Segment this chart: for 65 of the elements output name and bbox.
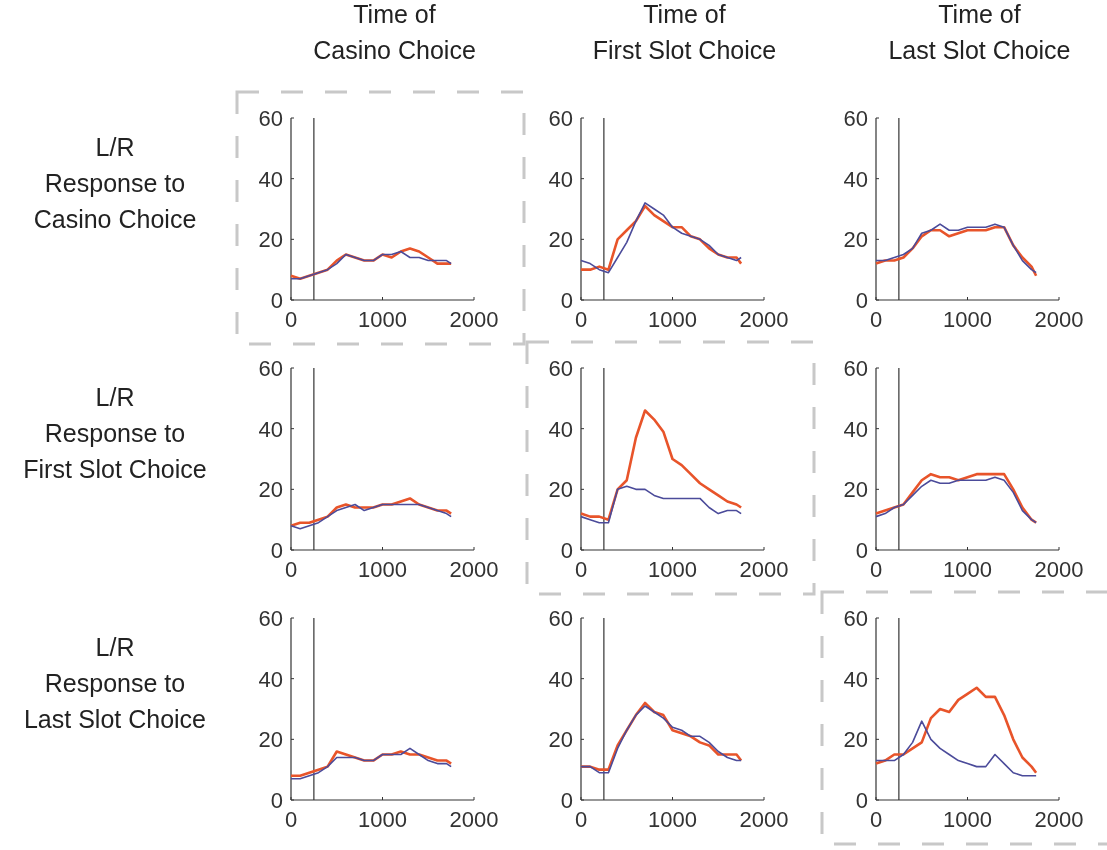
y-tick-label: 0	[855, 288, 868, 313]
y-tick-label: 0	[855, 538, 868, 563]
y-tick-label: 40	[548, 166, 573, 192]
chart-title: Time of Last Slot Choice	[888, 0, 1071, 64]
x-tick-label: 2000	[449, 557, 499, 582]
y-tick-label: 40	[843, 166, 868, 192]
y-tick-label: 20	[843, 227, 868, 253]
y-tick-label: 60	[548, 106, 573, 131]
y-tick-label: 0	[560, 538, 573, 563]
x-tick-label: 2000	[1034, 807, 1084, 832]
x-tick-label: 1000	[943, 307, 992, 332]
y-tick-label: 0	[270, 288, 283, 313]
y-tick-label: 40	[843, 666, 868, 692]
y-tick-label: 0	[270, 788, 283, 813]
line-series	[579, 409, 743, 521]
y-tick-label: 0	[560, 288, 573, 313]
y-tick-label: 60	[843, 106, 868, 131]
line-series	[875, 720, 1037, 777]
x-tick-label: 2000	[739, 307, 789, 332]
line-series	[874, 686, 1038, 774]
y-tick-label: 20	[843, 477, 868, 503]
y-tick-label: 20	[258, 477, 283, 503]
x-tick-label: 1000	[943, 807, 992, 832]
y-tick-label: 20	[548, 227, 573, 253]
x-tick-label: 1000	[943, 557, 992, 582]
x-tick-label: 2000	[449, 307, 499, 332]
y-tick-label: 0	[560, 788, 573, 813]
x-tick-label: 1000	[358, 807, 407, 832]
y-tick-label: 40	[843, 416, 868, 442]
x-tick-label: 2000	[1034, 307, 1084, 332]
y-tick-label: 40	[548, 666, 573, 692]
line-series	[290, 503, 452, 530]
y-tick-label: 40	[258, 666, 283, 692]
y-axis-title: L/R Response to Casino Choice	[33, 133, 197, 233]
y-tick-label: 20	[548, 727, 573, 753]
y-tick-label: 0	[270, 538, 283, 563]
y-tick-label: 40	[258, 166, 283, 192]
x-tick-label: 1000	[648, 307, 697, 332]
x-tick-label: 2000	[449, 807, 499, 832]
y-tick-label: 60	[548, 606, 573, 631]
x-tick-label: 1000	[358, 307, 407, 332]
x-tick-label: 1000	[648, 557, 697, 582]
line-series	[580, 485, 742, 524]
chart-title: Time of Casino Choice	[313, 0, 476, 64]
y-axis-title: L/R Response to Last Slot Choice	[23, 633, 207, 733]
y-tick-label: 60	[843, 606, 868, 631]
y-tick-label: 60	[258, 106, 283, 131]
x-tick-label: 2000	[1034, 557, 1084, 582]
y-tick-label: 40	[258, 416, 283, 442]
y-tick-label: 20	[548, 477, 573, 503]
y-tick-label: 0	[855, 788, 868, 813]
chart-title: Time of First Slot Choice	[592, 0, 777, 64]
x-tick-label: 1000	[358, 557, 407, 582]
x-tick-label: 2000	[739, 807, 789, 832]
y-tick-label: 40	[548, 416, 573, 442]
x-tick-label: 1000	[648, 807, 697, 832]
y-tick-label: 60	[548, 356, 573, 381]
y-tick-label: 60	[843, 356, 868, 381]
y-tick-label: 60	[258, 356, 283, 381]
y-tick-label: 20	[258, 227, 283, 253]
y-tick-label: 20	[843, 727, 868, 753]
y-tick-label: 20	[258, 727, 283, 753]
y-axis-title: L/R Response to First Slot Choice	[23, 383, 207, 483]
y-tick-label: 60	[258, 606, 283, 631]
x-tick-label: 2000	[739, 557, 789, 582]
